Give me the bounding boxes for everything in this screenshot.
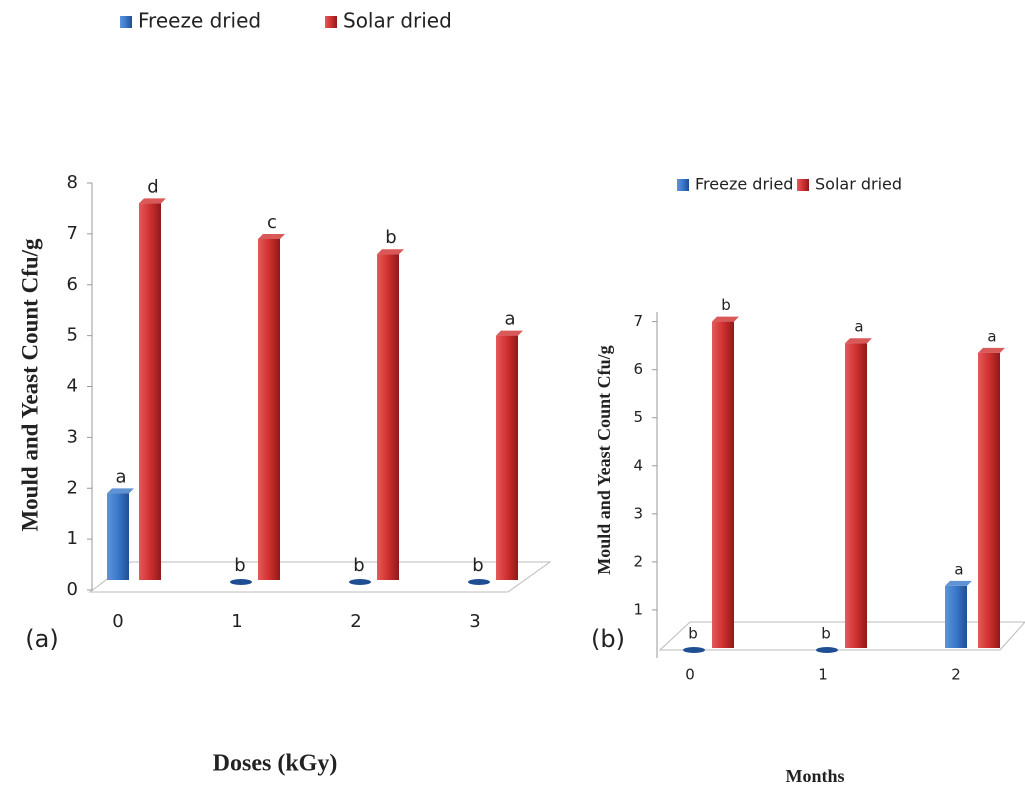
bar xyxy=(712,321,734,648)
bar xyxy=(377,254,399,580)
data-label: a xyxy=(854,318,863,336)
bar xyxy=(978,352,1000,648)
x-axis-label: Months xyxy=(785,766,844,786)
bar-top xyxy=(258,233,285,239)
data-label: b xyxy=(688,625,698,643)
data-label: b xyxy=(234,555,245,576)
data-label: b xyxy=(385,227,396,248)
legend-swatch xyxy=(325,16,337,28)
x-tick-label: 3 xyxy=(469,611,480,632)
legend-label: Freeze dried xyxy=(695,175,793,194)
y-tick-label: 5 xyxy=(633,408,643,426)
data-label: a xyxy=(987,327,996,345)
y-tick-label: 7 xyxy=(67,223,78,244)
bar xyxy=(349,579,371,585)
bar-top xyxy=(107,488,134,494)
x-tick-label: 0 xyxy=(685,666,695,684)
bar xyxy=(468,579,490,585)
x-tick-label: 0 xyxy=(112,611,123,632)
legend-label: Solar dried xyxy=(343,9,452,33)
bar-top xyxy=(978,347,1005,353)
x-tick-label: 1 xyxy=(231,611,242,632)
bar-top xyxy=(139,198,166,204)
bar xyxy=(258,238,280,580)
y-tick-label: 3 xyxy=(633,504,643,522)
x-tick-label: 2 xyxy=(951,666,961,684)
y-tick-label: 8 xyxy=(67,172,78,193)
y-tick-label: 6 xyxy=(67,274,78,295)
y-tick-label: 1 xyxy=(67,528,78,549)
data-label: a xyxy=(954,560,963,578)
legend-swatch xyxy=(120,16,132,28)
bar xyxy=(845,343,867,648)
y-tick-label: 4 xyxy=(67,376,78,397)
bar xyxy=(945,585,967,648)
y-tick-label: 2 xyxy=(633,552,643,570)
data-label: d xyxy=(147,176,158,197)
y-tick-label: 7 xyxy=(633,312,643,330)
y-axis-label: Mould and Yeast Count Cfu/g xyxy=(594,345,614,574)
y-tick-label: 5 xyxy=(67,325,78,346)
x-axis-label: Doses (kGy) xyxy=(213,751,338,777)
bar xyxy=(496,335,518,580)
floor xyxy=(658,621,1025,651)
y-tick-label: 4 xyxy=(633,456,643,474)
legend-label: Solar dried xyxy=(815,175,902,194)
x-tick-label: 2 xyxy=(350,611,361,632)
y-axis-label: Mould and Yeast Count Cfu/g xyxy=(17,238,42,532)
bar xyxy=(683,647,705,653)
bar xyxy=(816,647,838,653)
legend-swatch xyxy=(677,179,689,191)
data-label: c xyxy=(267,212,277,233)
legend-label: Freeze dried xyxy=(138,9,261,33)
bar-top xyxy=(712,316,739,322)
data-label: b xyxy=(472,555,483,576)
panel-label: (a) xyxy=(25,625,58,653)
bar-top xyxy=(377,249,404,255)
x-tick-label: 1 xyxy=(818,666,828,684)
y-tick-label: 6 xyxy=(633,360,643,378)
y-tick-label: 1 xyxy=(633,600,643,618)
bar xyxy=(107,493,129,580)
panel-label: (b) xyxy=(591,625,625,653)
data-label: a xyxy=(504,309,515,330)
legend-swatch xyxy=(797,179,809,191)
bar xyxy=(139,203,161,580)
y-tick-label: 0 xyxy=(67,579,78,600)
bar-top xyxy=(496,330,523,336)
y-tick-label: 3 xyxy=(67,426,78,447)
bar xyxy=(230,579,252,585)
bar-top xyxy=(845,338,872,344)
data-label: b xyxy=(821,625,831,643)
bar-top xyxy=(945,580,972,586)
y-tick-label: 2 xyxy=(67,477,78,498)
data-label: b xyxy=(721,296,731,314)
data-label: a xyxy=(115,466,126,487)
data-label: b xyxy=(353,555,364,576)
